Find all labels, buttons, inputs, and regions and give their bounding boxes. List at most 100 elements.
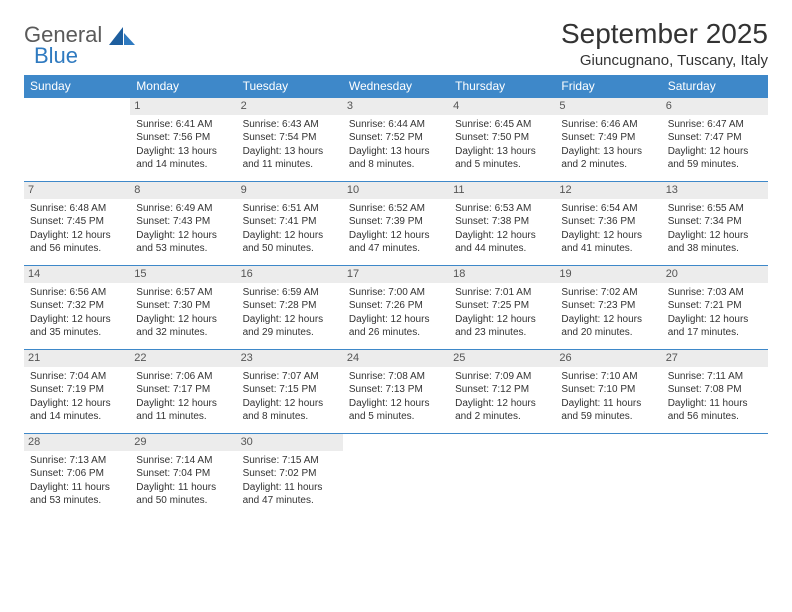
sunrise-line: Sunrise: 7:00 AM xyxy=(349,286,443,300)
day-number: 16 xyxy=(237,266,343,283)
sunset-line: Sunset: 7:04 PM xyxy=(136,467,230,481)
daylight-line: Daylight: 12 hours and 44 minutes. xyxy=(455,229,549,256)
calendar-day-cell: 20Sunrise: 7:03 AMSunset: 7:21 PMDayligh… xyxy=(662,266,768,350)
daylight-line: Daylight: 13 hours and 5 minutes. xyxy=(455,145,549,172)
daylight-line: Daylight: 11 hours and 59 minutes. xyxy=(561,397,655,424)
day-number: 29 xyxy=(130,434,236,451)
weekday-header: Tuesday xyxy=(237,75,343,98)
month-title: September 2025 xyxy=(561,18,768,50)
weekday-header: Wednesday xyxy=(343,75,449,98)
sunrise-line: Sunrise: 6:52 AM xyxy=(349,202,443,216)
day-number: 4 xyxy=(449,98,555,115)
daylight-line: Daylight: 12 hours and 47 minutes. xyxy=(349,229,443,256)
sunset-line: Sunset: 7:30 PM xyxy=(136,299,230,313)
sunrise-line: Sunrise: 7:10 AM xyxy=(561,370,655,384)
daylight-line: Daylight: 13 hours and 11 minutes. xyxy=(243,145,337,172)
day-number: 24 xyxy=(343,350,449,367)
daylight-line: Daylight: 12 hours and 32 minutes. xyxy=(136,313,230,340)
sunset-line: Sunset: 7:19 PM xyxy=(30,383,124,397)
sunset-line: Sunset: 7:45 PM xyxy=(30,215,124,229)
calendar-day-cell: 10 Sunrise: 6:52 AMSunset: 7:39 PMDayligh… xyxy=(343,182,449,266)
sunset-line: Sunset: 7:47 PM xyxy=(668,131,762,145)
calendar-day-cell: 25 Sunrise: 7:09 AMSunset: 7:12 PMDayligh… xyxy=(449,350,555,434)
calendar-day-cell: 17Sunrise: 7:00 AMSunset: 7:26 PMDayligh… xyxy=(343,266,449,350)
weekday-header-row: SundayMondayTuesdayWednesdayThursdayFrid… xyxy=(24,75,768,98)
sunset-line: Sunset: 7:25 PM xyxy=(455,299,549,313)
sunrise-line: Sunrise: 6:49 AM xyxy=(136,202,230,216)
header: General Blue September 2025 Giuncugnano,… xyxy=(24,18,768,69)
sunset-line: Sunset: 7:28 PM xyxy=(243,299,337,313)
calendar-day-cell xyxy=(343,434,449,518)
sunrise-line: Sunrise: 6:47 AM xyxy=(668,118,762,132)
sunset-line: Sunset: 7:49 PM xyxy=(561,131,655,145)
sunset-line: Sunset: 7:13 PM xyxy=(349,383,443,397)
brand-logo: General Blue xyxy=(24,18,135,69)
logo-word-1: General xyxy=(24,22,102,47)
sunrise-line: Sunrise: 7:03 AM xyxy=(668,286,762,300)
calendar-day-cell: 22Sunrise: 7:06 AMSunset: 7:17 PMDayligh… xyxy=(130,350,236,434)
daylight-line: Daylight: 12 hours and 2 minutes. xyxy=(455,397,549,424)
calendar-day-cell: 21Sunrise: 7:04 AMSunset: 7:19 PMDayligh… xyxy=(24,350,130,434)
day-number: 15 xyxy=(130,266,236,283)
sunset-line: Sunset: 7:02 PM xyxy=(243,467,337,481)
day-number: 27 xyxy=(662,350,768,367)
sunset-line: Sunset: 7:39 PM xyxy=(349,215,443,229)
calendar-week-row: 14Sunrise: 6:56 AMSunset: 7:32 PMDayligh… xyxy=(24,266,768,350)
calendar-table: SundayMondayTuesdayWednesdayThursdayFrid… xyxy=(24,75,768,518)
day-number: 25 xyxy=(449,350,555,367)
day-number: 10 xyxy=(343,182,449,199)
location-text: Giuncugnano, Tuscany, Italy xyxy=(561,52,768,69)
title-block: September 2025 Giuncugnano, Tuscany, Ita… xyxy=(561,18,768,69)
sunset-line: Sunset: 7:08 PM xyxy=(668,383,762,397)
sunset-line: Sunset: 7:26 PM xyxy=(349,299,443,313)
sunrise-line: Sunrise: 6:53 AM xyxy=(455,202,549,216)
calendar-day-cell: 29 Sunrise: 7:14 AMSunset: 7:04 PMDayligh… xyxy=(130,434,236,518)
sunset-line: Sunset: 7:06 PM xyxy=(30,467,124,481)
day-number: 19 xyxy=(555,266,661,283)
weekday-header: Friday xyxy=(555,75,661,98)
daylight-line: Daylight: 12 hours and 26 minutes. xyxy=(349,313,443,340)
day-number: 9 xyxy=(237,182,343,199)
calendar-day-cell xyxy=(449,434,555,518)
day-number: 5 xyxy=(555,98,661,115)
sunrise-line: Sunrise: 6:44 AM xyxy=(349,118,443,132)
sunset-line: Sunset: 7:12 PM xyxy=(455,383,549,397)
weekday-header: Sunday xyxy=(24,75,130,98)
sunrise-line: Sunrise: 7:07 AM xyxy=(243,370,337,384)
sunrise-line: Sunrise: 6:54 AM xyxy=(561,202,655,216)
sunset-line: Sunset: 7:36 PM xyxy=(561,215,655,229)
daylight-line: Daylight: 11 hours and 50 minutes. xyxy=(136,481,230,508)
sail-icon xyxy=(109,27,135,47)
sunrise-line: Sunrise: 7:14 AM xyxy=(136,454,230,468)
day-number: 1 xyxy=(130,98,236,115)
daylight-line: Daylight: 11 hours and 47 minutes. xyxy=(243,481,337,508)
calendar-day-cell: 9Sunrise: 6:51 AMSunset: 7:41 PMDaylight… xyxy=(237,182,343,266)
weekday-header: Monday xyxy=(130,75,236,98)
sunrise-line: Sunrise: 7:09 AM xyxy=(455,370,549,384)
calendar-day-cell: 16Sunrise: 6:59 AMSunset: 7:28 PMDayligh… xyxy=(237,266,343,350)
daylight-line: Daylight: 12 hours and 20 minutes. xyxy=(561,313,655,340)
daylight-line: Daylight: 13 hours and 2 minutes. xyxy=(561,145,655,172)
calendar-day-cell: 2Sunrise: 6:43 AMSunset: 7:54 PMDaylight… xyxy=(237,98,343,182)
sunset-line: Sunset: 7:15 PM xyxy=(243,383,337,397)
sunrise-line: Sunrise: 6:57 AM xyxy=(136,286,230,300)
calendar-day-cell: 18Sunrise: 7:01 AMSunset: 7:25 PMDayligh… xyxy=(449,266,555,350)
calendar-day-cell: 12 Sunrise: 6:54 AMSunset: 7:36 PMDayligh… xyxy=(555,182,661,266)
sunset-line: Sunset: 7:38 PM xyxy=(455,215,549,229)
day-number: 8 xyxy=(130,182,236,199)
daylight-line: Daylight: 12 hours and 41 minutes. xyxy=(561,229,655,256)
sunset-line: Sunset: 7:43 PM xyxy=(136,215,230,229)
calendar-day-cell: 7Sunrise: 6:48 AMSunset: 7:45 PMDaylight… xyxy=(24,182,130,266)
daylight-line: Daylight: 12 hours and 35 minutes. xyxy=(30,313,124,340)
day-number: 6 xyxy=(662,98,768,115)
calendar-day-cell: 30Sunrise: 7:15 AMSunset: 7:02 PMDayligh… xyxy=(237,434,343,518)
day-number: 3 xyxy=(343,98,449,115)
calendar-day-cell: 15 Sunrise: 6:57 AMSunset: 7:30 PMDayligh… xyxy=(130,266,236,350)
day-number: 12 xyxy=(555,182,661,199)
daylight-line: Daylight: 12 hours and 50 minutes. xyxy=(243,229,337,256)
calendar-body: 1Sunrise: 6:41 AMSunset: 7:56 PMDaylight… xyxy=(24,98,768,518)
sunrise-line: Sunrise: 7:06 AM xyxy=(136,370,230,384)
calendar-day-cell: 6Sunrise: 6:47 AMSunset: 7:47 PMDaylight… xyxy=(662,98,768,182)
calendar-day-cell: 23Sunrise: 7:07 AMSunset: 7:15 PMDayligh… xyxy=(237,350,343,434)
calendar-day-cell: 1Sunrise: 6:41 AMSunset: 7:56 PMDaylight… xyxy=(130,98,236,182)
